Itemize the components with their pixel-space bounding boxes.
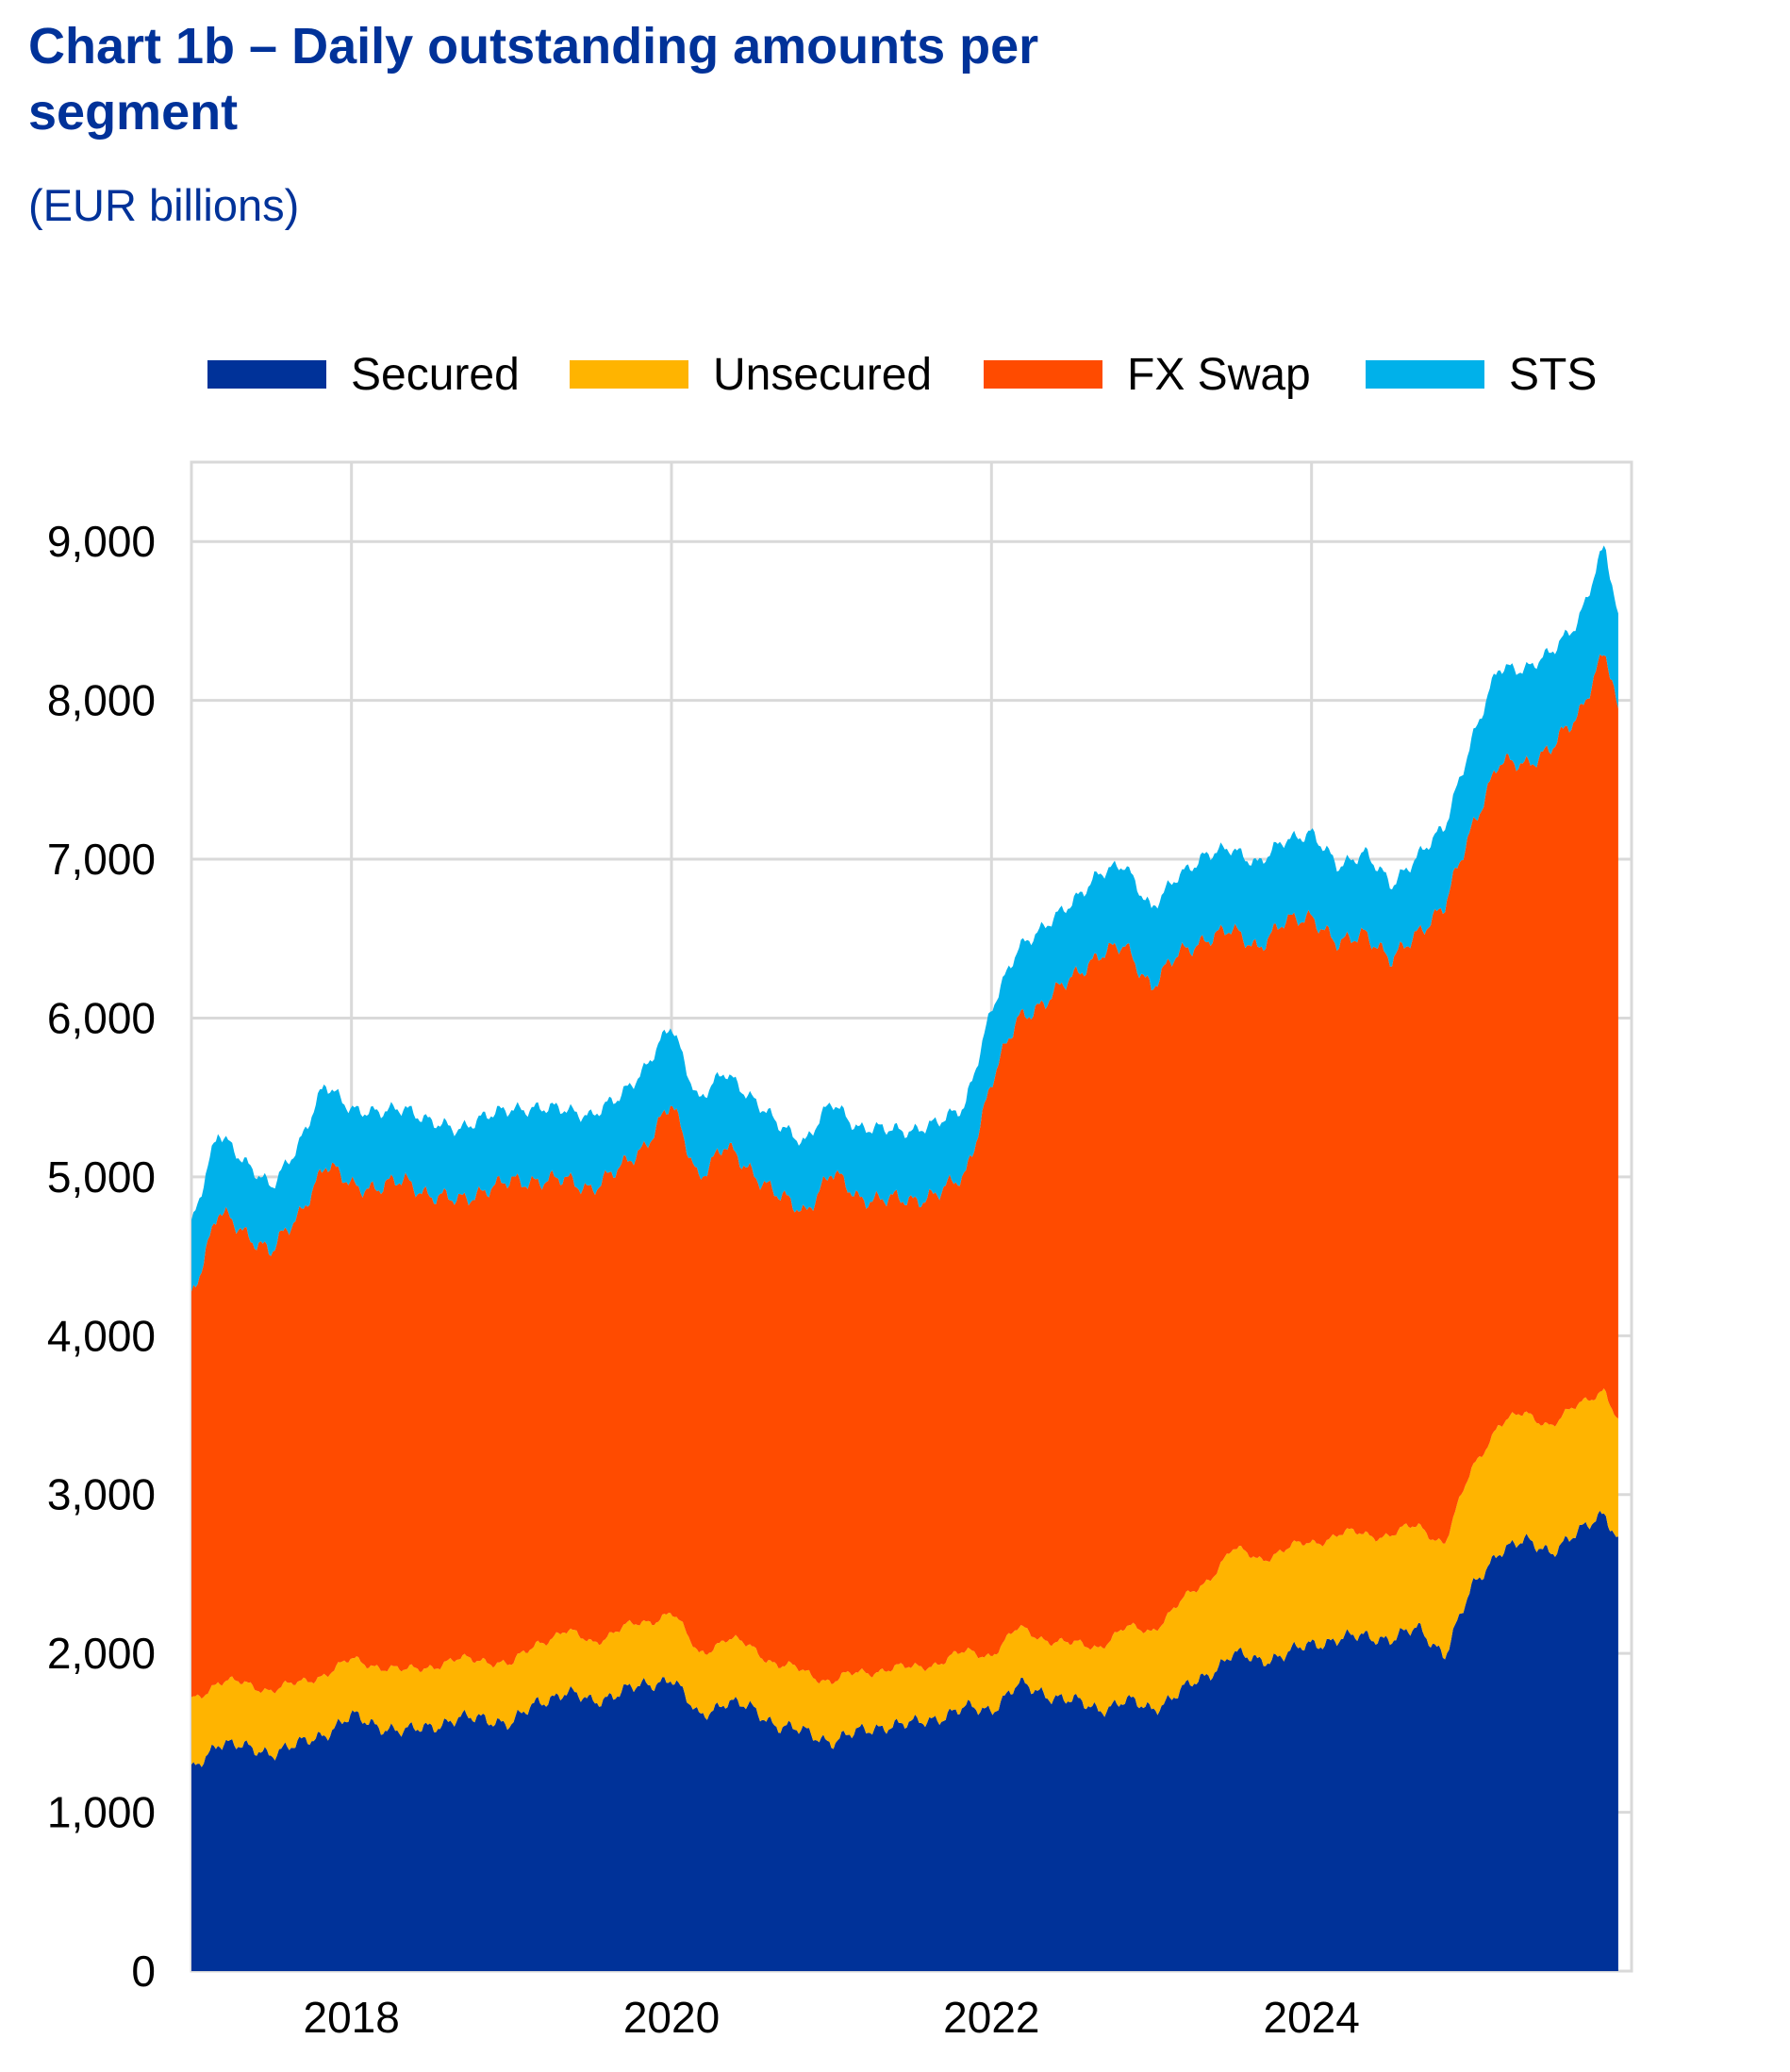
legend-label-unsecured: Unsecured [713,350,932,400]
area-sts [191,545,1618,1292]
y-tick-label: 6,000 [47,993,156,1042]
y-tick-label: 3,000 [47,1470,156,1519]
legend-label-sts: STS [1509,350,1597,400]
x-tick-label: 2020 [623,1993,720,2042]
x-axis: 2018 2020 2022 2024 [303,1993,1359,2042]
y-tick-label: 2,000 [47,1629,156,1678]
legend-label-secured: Secured [351,350,520,400]
y-tick-label: 1,000 [47,1788,156,1837]
y-tick-label: 0 [131,1947,156,1996]
chart-legend: Secured Unsecured FX Swap STS [207,350,1597,400]
legend-swatch-unsecured [570,360,688,389]
y-tick-label: 7,000 [47,835,156,884]
legend-swatch-sts [1366,360,1484,389]
series-areas [191,545,1618,1971]
x-tick-label: 2018 [303,1993,399,2042]
area-fx-swap [191,654,1618,1699]
y-axis: 0 1,000 2,000 3,000 4,000 5,000 6,000 7,000 8,00… [47,517,156,1996]
y-tick-label: 9,000 [47,517,156,566]
legend-label-fx-swap: FX Swap [1127,350,1311,400]
y-tick-label: 5,000 [47,1152,156,1202]
area-secured [191,1510,1618,1971]
chart-title: Chart 1b – Daily outstanding amounts per… [28,18,1039,141]
y-tick-label: 8,000 [47,676,156,725]
legend-swatch-secured [207,360,326,389]
x-tick-label: 2022 [943,1993,1039,2042]
legend-swatch-fx-swap [984,360,1102,389]
x-tick-label: 2024 [1263,1993,1359,2042]
y-tick-label: 4,000 [47,1311,156,1360]
chart-subtitle: (EUR billions) [28,180,300,230]
area-unsecured [191,1388,1618,1767]
